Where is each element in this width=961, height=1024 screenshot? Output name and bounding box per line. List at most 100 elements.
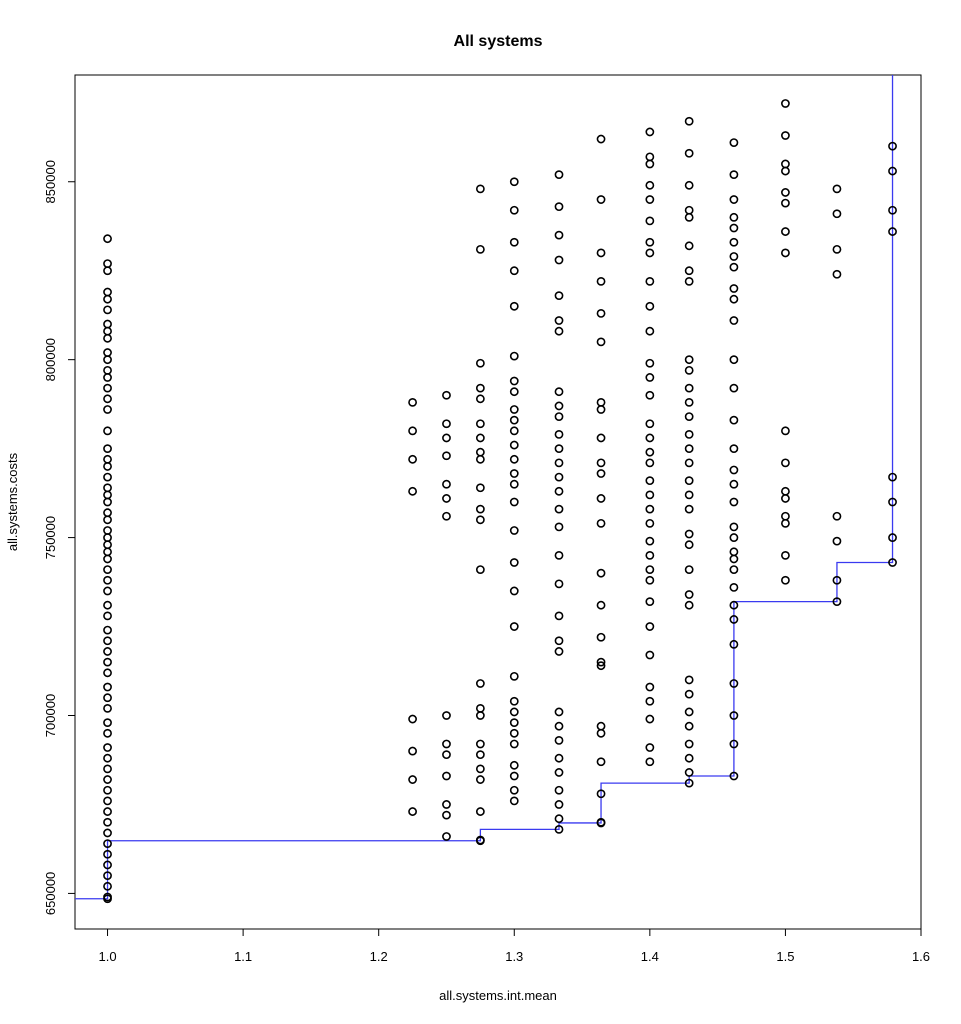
data-point	[596, 458, 606, 468]
data-point	[729, 711, 739, 720]
data-point	[554, 550, 564, 560]
data-point	[509, 796, 519, 806]
data-point	[684, 355, 694, 365]
data-point	[729, 679, 739, 688]
data-point	[103, 490, 112, 500]
data-point	[888, 166, 897, 176]
data-point	[781, 575, 790, 585]
data-point	[442, 711, 451, 720]
data-point	[554, 824, 564, 834]
data-point	[509, 351, 519, 361]
data-point	[729, 444, 739, 454]
data-point	[509, 671, 519, 681]
data-point	[684, 148, 694, 158]
data-point	[645, 458, 655, 468]
data-point	[475, 433, 485, 443]
data-point	[475, 807, 485, 816]
data-point	[645, 565, 655, 575]
data-point	[684, 675, 694, 685]
data-point	[781, 248, 790, 258]
data-point	[781, 426, 790, 436]
data-point	[103, 743, 112, 752]
data-point	[509, 266, 519, 276]
data-point	[554, 814, 564, 824]
data-point	[554, 458, 564, 468]
data-point	[103, 508, 112, 518]
data-point	[475, 739, 485, 749]
data-point	[103, 266, 112, 276]
data-point	[596, 757, 606, 767]
data-point	[554, 579, 564, 589]
data-point	[103, 547, 112, 557]
data-point	[509, 728, 519, 738]
data-point	[645, 622, 655, 631]
data-point	[596, 600, 606, 610]
data-point	[103, 636, 112, 646]
data-point	[554, 753, 564, 763]
data-point	[103, 305, 112, 315]
data-point	[554, 647, 564, 656]
data-point	[684, 444, 694, 454]
data-point	[596, 433, 606, 443]
data-point	[684, 429, 694, 439]
data-point	[509, 405, 519, 414]
data-point	[888, 558, 897, 567]
y-axis-label: all.systems.costs	[5, 452, 20, 551]
data-point	[781, 131, 790, 140]
data-point	[103, 294, 112, 304]
data-point	[596, 728, 606, 738]
data-point	[684, 116, 694, 126]
data-point	[645, 682, 655, 692]
data-point	[645, 373, 655, 382]
data-point	[103, 849, 112, 859]
data-point	[832, 511, 842, 521]
data-point	[832, 244, 842, 254]
data-point	[103, 287, 112, 297]
data-point	[475, 184, 485, 194]
data-point	[645, 757, 655, 767]
data-point	[554, 522, 564, 532]
data-point	[103, 333, 112, 343]
data-point	[475, 515, 485, 525]
data-point	[645, 575, 655, 585]
data-point	[645, 152, 655, 162]
data-point	[103, 355, 112, 365]
data-point	[554, 255, 564, 265]
data-point	[509, 707, 519, 717]
data-point	[475, 711, 485, 720]
data-point	[729, 355, 739, 365]
data-point	[684, 212, 694, 222]
data-point	[596, 405, 606, 414]
data-point	[103, 625, 112, 635]
data-point	[554, 707, 564, 717]
data-point	[645, 504, 655, 514]
data-point	[475, 419, 485, 429]
data-point	[509, 387, 519, 397]
data-point	[554, 472, 564, 482]
data-point	[684, 241, 694, 251]
x-axis-label: all.systems.int.mean	[439, 988, 557, 1003]
data-point	[103, 682, 112, 692]
data-point	[475, 565, 485, 575]
data-point	[554, 412, 564, 421]
data-point	[509, 237, 519, 247]
data-point	[729, 497, 739, 507]
data-point	[103, 839, 112, 848]
data-point	[645, 390, 655, 400]
data-point	[103, 718, 112, 728]
data-point	[729, 554, 739, 564]
data-point	[442, 832, 451, 841]
data-point	[596, 397, 606, 407]
data-point	[781, 486, 790, 496]
data-point	[729, 547, 739, 557]
data-point	[554, 230, 564, 240]
data-point	[645, 248, 655, 258]
data-point	[408, 775, 417, 784]
data-point	[103, 600, 112, 610]
data-point	[684, 590, 694, 599]
data-point	[684, 721, 694, 731]
data-point	[729, 522, 739, 532]
data-point	[596, 721, 606, 731]
data-point	[645, 476, 655, 486]
